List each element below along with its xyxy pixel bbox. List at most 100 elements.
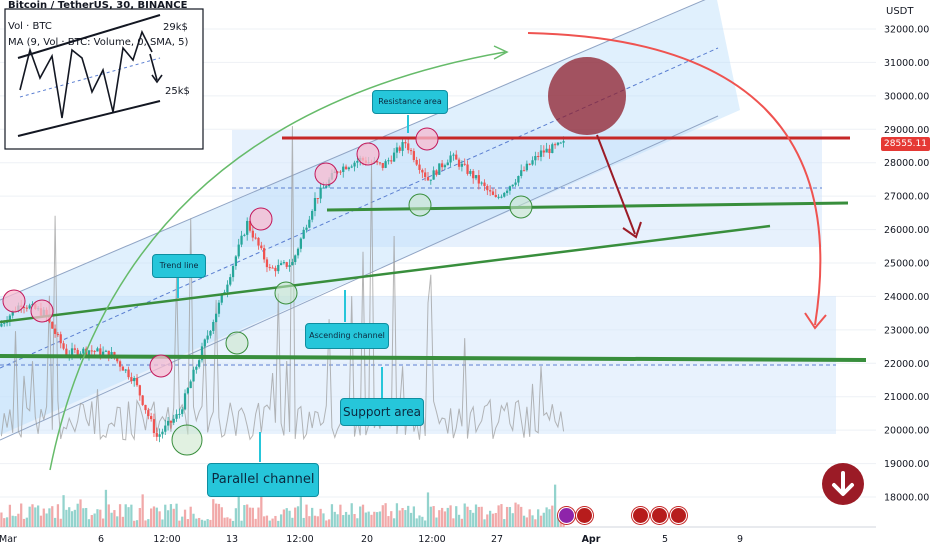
candle-body	[305, 227, 308, 230]
price-tick-label: 23000.00	[884, 325, 929, 336]
candle-body	[62, 343, 65, 349]
event-flag-bolt-icon[interactable]	[558, 507, 575, 524]
volume-bar	[353, 514, 356, 527]
volume-bar	[438, 510, 441, 527]
candle-body	[302, 229, 305, 239]
candle-body	[356, 160, 359, 163]
candle-body	[392, 152, 396, 162]
volume-bar	[14, 516, 17, 527]
candle-body	[257, 237, 260, 246]
volume-bar	[333, 511, 336, 527]
inset-sketch	[4, 8, 204, 150]
volume-bar	[489, 510, 492, 527]
volume-bar	[556, 517, 560, 527]
candle-body	[387, 160, 390, 162]
volume-bar	[412, 506, 415, 527]
candle-body	[285, 262, 288, 267]
candle-body	[93, 350, 96, 352]
volume-bar	[350, 503, 353, 527]
candle-body	[11, 310, 14, 316]
resistance-area-callout[interactable]: Resistance area	[372, 90, 448, 114]
support-area-callout[interactable]: Support area	[340, 398, 424, 426]
volume-bar	[376, 512, 379, 527]
event-flag-us-icon[interactable]	[576, 507, 593, 524]
candle-body	[87, 350, 91, 355]
ascending-channel-callout[interactable]: Ascending channel	[305, 323, 389, 349]
scroll-down-button[interactable]	[822, 463, 864, 505]
candle-body	[347, 167, 351, 170]
candle-body	[494, 194, 497, 197]
green-arc-arrowhead	[493, 45, 509, 60]
event-flag-us-icon[interactable]	[632, 507, 649, 524]
resistance-touch-circle	[249, 207, 273, 231]
volume-bar	[116, 516, 119, 527]
candle-body	[220, 293, 223, 303]
volume-bar	[8, 504, 12, 527]
candle-body	[158, 434, 161, 437]
candle-body	[99, 348, 102, 356]
volume-bar	[5, 517, 9, 527]
volume-bar	[367, 511, 370, 527]
parallel-channel-callout[interactable]: Parallel channel	[207, 463, 319, 497]
volume-bar	[226, 517, 229, 527]
volume-bar	[311, 507, 314, 527]
volume-bar	[257, 507, 260, 527]
candle-body	[291, 262, 294, 266]
volume-bar	[455, 506, 458, 527]
volume-bar	[178, 520, 181, 527]
volume-bar	[503, 519, 506, 527]
volume-bar	[466, 506, 469, 527]
volume-bar	[305, 504, 308, 527]
candle-body	[248, 220, 252, 231]
drop-arrow	[596, 134, 636, 235]
candle-body	[505, 190, 509, 193]
resistance-touch-circle	[149, 354, 173, 378]
inset-label-top: 29k$	[163, 22, 188, 33]
candle-body	[443, 165, 447, 168]
candle-body	[497, 196, 500, 198]
volume-bar	[3, 518, 6, 527]
candle-body	[198, 360, 201, 367]
time-tick-label: 12:00	[418, 534, 445, 545]
price-tick-label: 21000.00	[884, 392, 929, 403]
candle-body	[500, 196, 503, 198]
candle-body	[268, 267, 271, 269]
volume-bar	[474, 504, 478, 527]
candle-body	[438, 163, 441, 175]
candle-body	[203, 339, 206, 347]
candle-body	[474, 175, 478, 179]
volume-bar	[79, 499, 82, 527]
candle-body	[421, 169, 424, 173]
candle-body	[469, 170, 472, 174]
candle-body	[76, 349, 79, 356]
volume-bar	[426, 492, 430, 527]
volume-bar	[330, 504, 334, 527]
candle-body	[409, 150, 413, 152]
event-flag-us-icon[interactable]	[670, 507, 687, 524]
event-flag-us-icon[interactable]	[651, 507, 668, 524]
volume-bar	[56, 504, 60, 527]
candle-body	[206, 335, 209, 340]
candle-body	[486, 186, 489, 191]
volume-bar	[268, 520, 271, 527]
candle-body	[398, 147, 401, 151]
volume-bar	[59, 518, 62, 527]
candle-body	[169, 420, 173, 423]
candle-body	[322, 187, 325, 189]
candle-body	[466, 164, 469, 174]
volume-bar	[220, 507, 223, 527]
volume-bar	[189, 506, 192, 527]
volume-bar	[0, 512, 3, 527]
volume-bar	[528, 509, 531, 527]
volume-bar	[559, 518, 562, 527]
volume-bar	[418, 515, 421, 527]
candle-body	[243, 234, 246, 236]
price-tick-label: 25000.00	[884, 259, 929, 270]
volume-bar	[483, 519, 486, 527]
trend-line-callout[interactable]: Trend line	[152, 254, 206, 278]
volume-bar	[522, 515, 526, 527]
volume-bar	[387, 516, 390, 527]
candle-body	[116, 358, 119, 362]
candle-body	[407, 143, 410, 151]
